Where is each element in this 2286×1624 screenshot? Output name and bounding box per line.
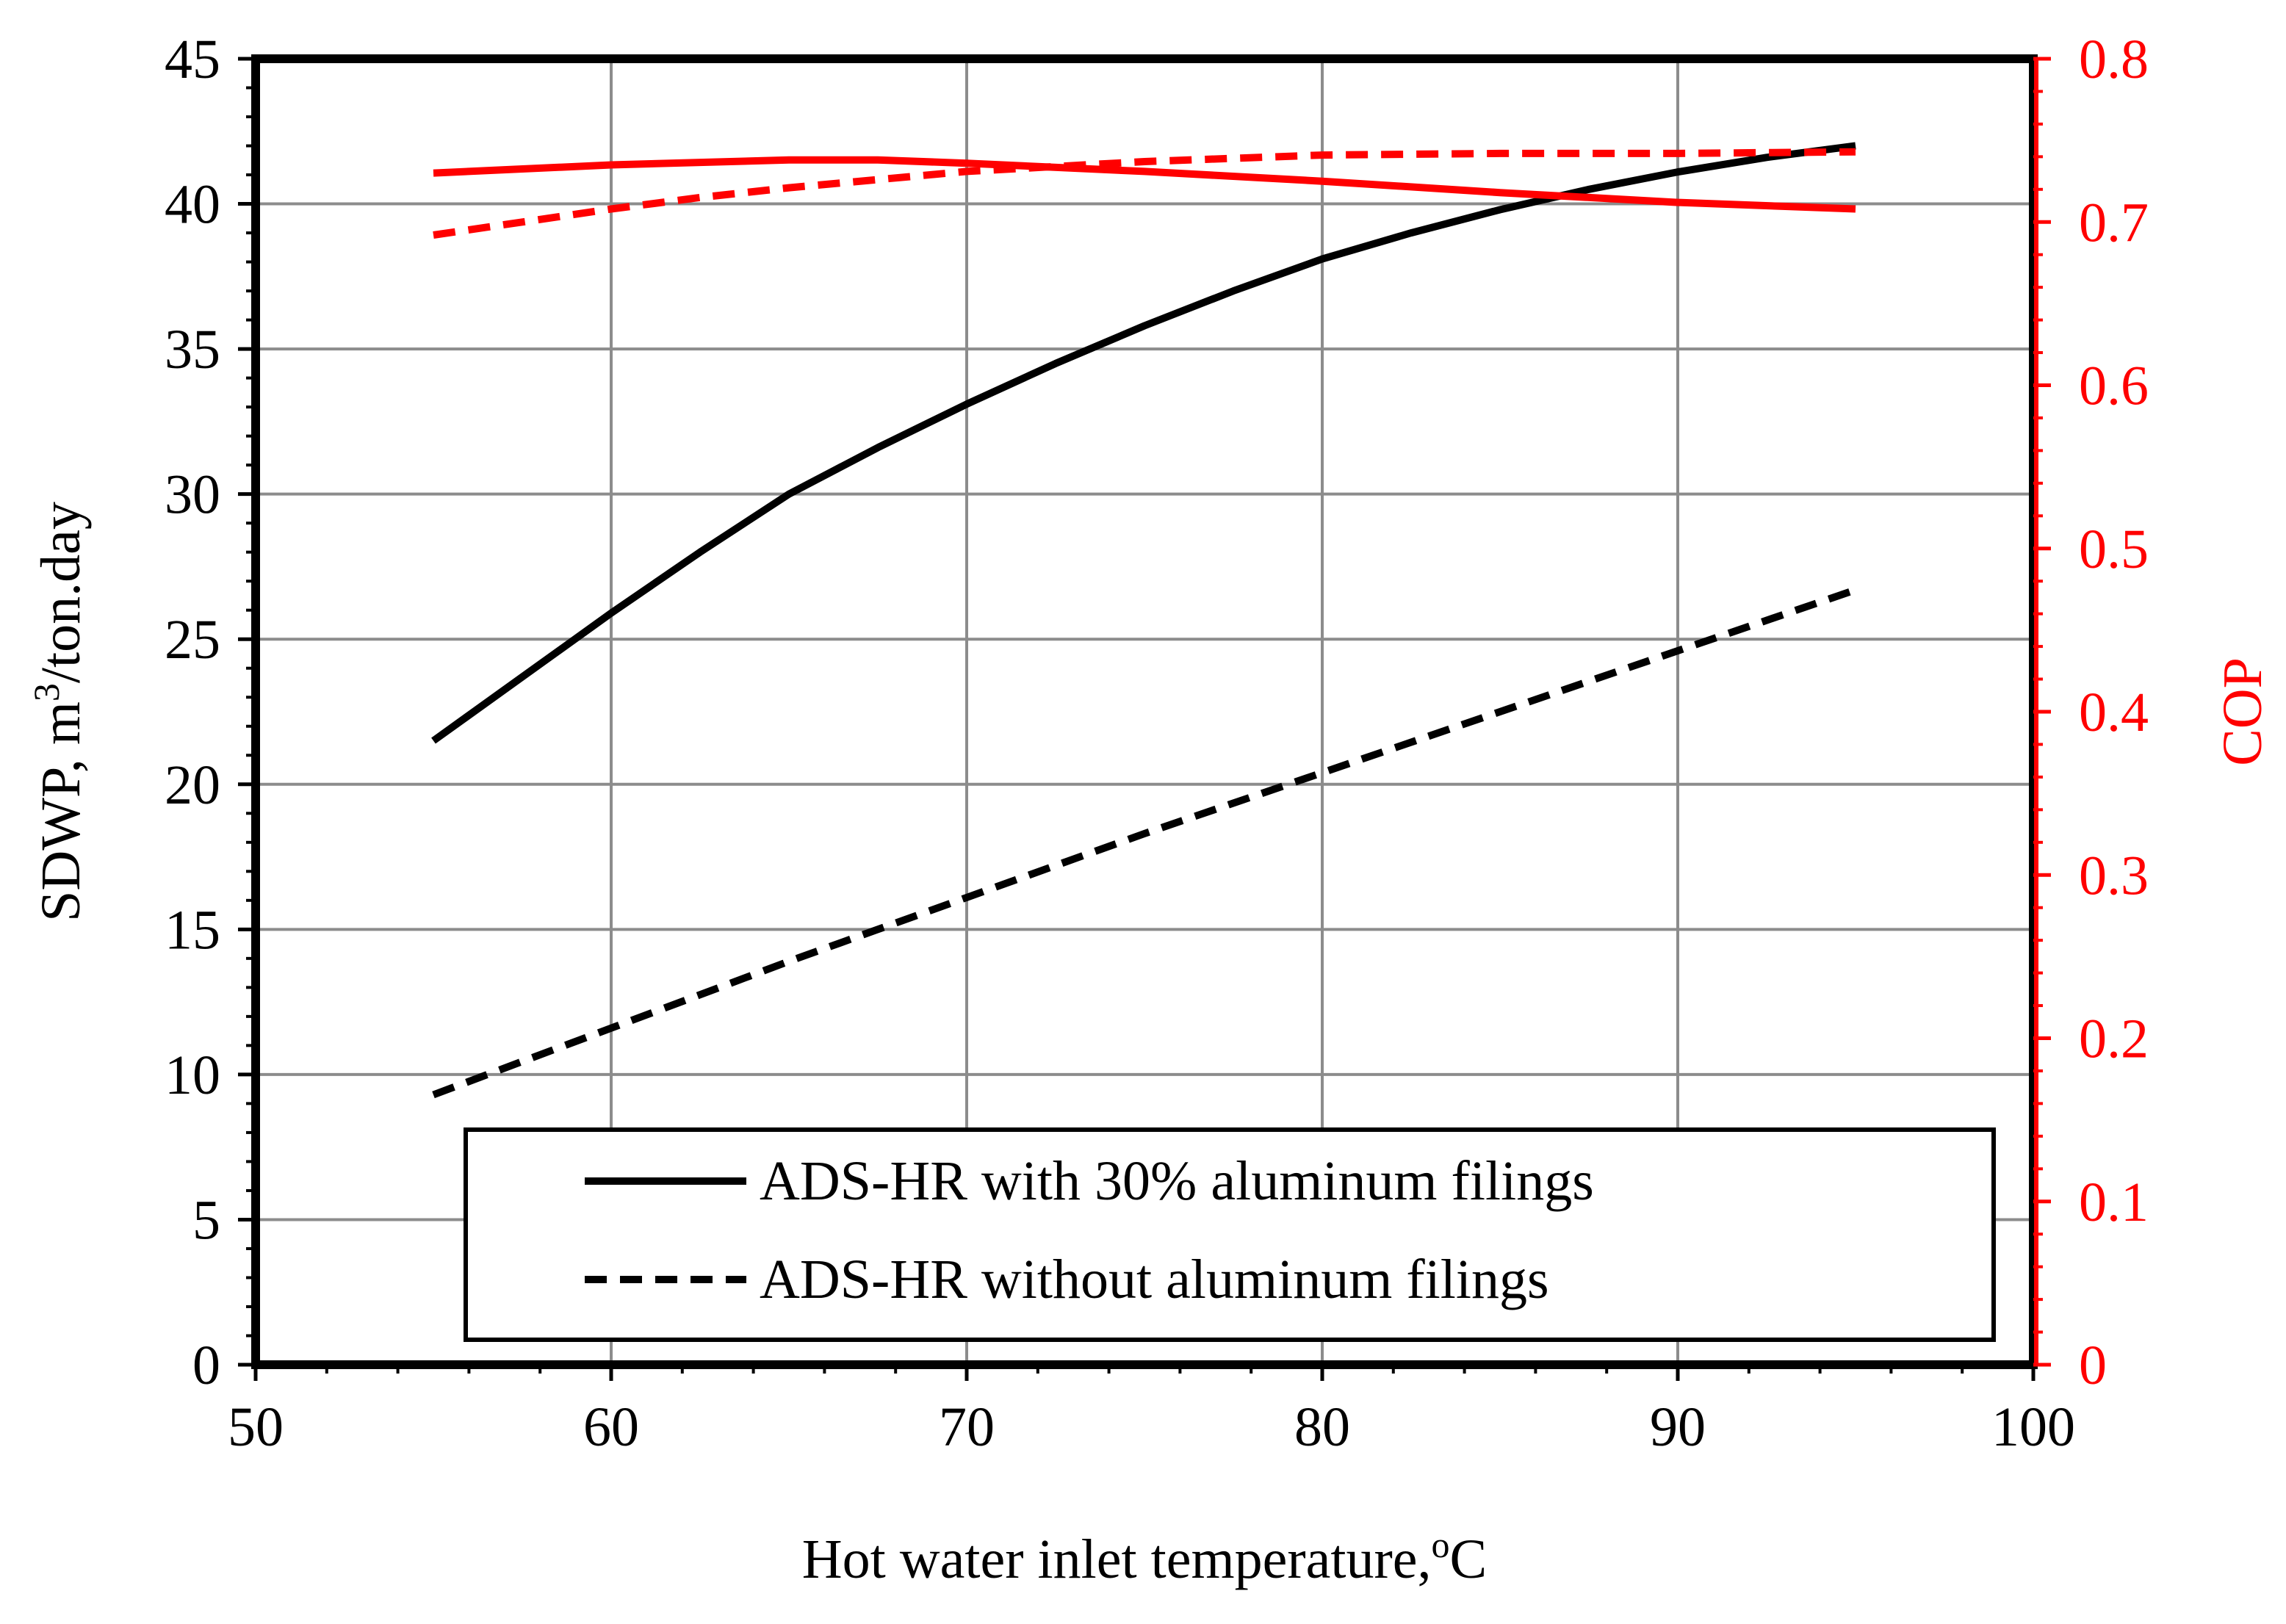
legend-label-solid: ADS-HR with 30% aluminum filings <box>760 1150 1594 1212</box>
legend-label-dashed: ADS-HR without aluminum filings <box>760 1249 1549 1310</box>
x-tick-label: 60 <box>583 1396 639 1458</box>
series-line-right-dashed <box>433 148 1856 239</box>
y-axis-left-title-sup: 3 <box>26 683 67 701</box>
y-right-tick-label: 0.6 <box>2079 356 2149 417</box>
y-axis-left-title-suffix: /ton.day <box>30 502 92 683</box>
legend: ADS-HR with 30% aluminum filings ADS-HR … <box>464 1127 1996 1342</box>
y-left-tick-label: 10 <box>165 1044 220 1106</box>
y-left-tick-label: 0 <box>192 1335 220 1396</box>
x-axis-title: Hot water inlet temperature,oC <box>802 1524 1487 1590</box>
x-tick-label: 70 <box>939 1396 995 1458</box>
y-axis-right-title: COP <box>2212 657 2274 766</box>
x-axis-title-sup: o <box>1432 1524 1450 1565</box>
y-left-tick-label: 45 <box>165 29 220 90</box>
y-left-tick-label: 15 <box>165 899 220 961</box>
y-left-tick-label: 40 <box>165 174 220 236</box>
y-left-tick-label: 20 <box>165 754 220 816</box>
y-axis-left-title: SDWP, m3/ton.day <box>26 502 92 922</box>
y-right-tick-label: 0.5 <box>2079 519 2149 580</box>
y-axis-left-title-prefix: SDWP, m <box>30 701 92 922</box>
x-tick-label: 90 <box>1650 1396 1706 1458</box>
ticks <box>238 57 2051 1381</box>
y-right-tick-label: 0.3 <box>2079 845 2149 906</box>
x-tick-label: 50 <box>228 1396 284 1458</box>
y-left-tick-label: 5 <box>192 1189 220 1251</box>
y-right-tick-label: 0.8 <box>2079 29 2149 90</box>
y-right-tick-label: 0.1 <box>2079 1172 2149 1233</box>
x-tick-label: 100 <box>1991 1396 2075 1458</box>
x-axis-title-text: Hot water inlet temperature, <box>802 1529 1432 1590</box>
series-layer <box>431 142 1857 1099</box>
tick-labels: 50 60 70 80 90 10005101520253035404500.10.20.… <box>165 29 2149 1458</box>
x-axis-title-unit: C <box>1450 1529 1488 1590</box>
series-line-left-dashed <box>432 586 1857 1099</box>
y-left-tick-label: 35 <box>165 319 220 380</box>
x-tick-label: 80 <box>1294 1396 1350 1458</box>
y-left-tick-label: 25 <box>165 609 220 671</box>
series-line-right-solid <box>433 156 1856 213</box>
series-line-left-solid <box>431 142 1856 744</box>
legend-box <box>464 1127 1996 1342</box>
y-right-tick-label: 0 <box>2079 1335 2107 1396</box>
y-right-tick-label: 0.4 <box>2079 682 2149 743</box>
y-right-tick-label: 0.7 <box>2079 192 2149 253</box>
y-right-tick-label: 0.2 <box>2079 1008 2149 1070</box>
y-left-tick-label: 30 <box>165 464 220 526</box>
